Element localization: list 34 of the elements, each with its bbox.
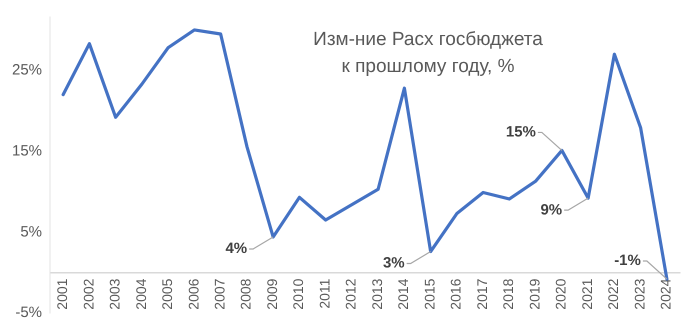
data-label: 4% <box>225 240 248 258</box>
x-tick-label: 2023 <box>631 278 648 310</box>
data-label: -1% <box>614 252 641 270</box>
x-tick-label: 2003 <box>106 278 123 310</box>
x-tick-label: 2021 <box>578 278 595 310</box>
x-tick-label: 2015 <box>421 278 438 310</box>
y-tick-label: 15% <box>12 142 42 160</box>
x-tick-label: 2004 <box>132 278 149 310</box>
text: Изм-ние Расх госбюджета к прошлому году, % <box>313 29 544 78</box>
x-tick-label: 2018 <box>500 278 516 310</box>
x-tick-label: 2002 <box>80 278 96 310</box>
y-tick-label: -5% <box>15 304 42 322</box>
x-tick-label: 2013 <box>368 278 385 310</box>
x-tick-label: 2007 <box>212 278 228 310</box>
y-tick-label: 25% <box>12 62 42 79</box>
x-tick-label: 2010 <box>290 278 306 310</box>
data-label: 15% <box>506 124 536 141</box>
x-tick-label: 2020 <box>552 278 569 310</box>
x-tick-label: 2012 <box>342 278 359 310</box>
x-tick-label: 2008 <box>238 278 254 310</box>
x-tick-label: 2011 <box>316 278 332 309</box>
x-tick-label: 2001 <box>54 278 70 310</box>
x-tick-label: 2005 <box>159 278 175 310</box>
x-tick-label: 2006 <box>185 278 202 310</box>
x-tick-label: 2022 <box>605 278 622 310</box>
data-label: 3% <box>382 254 405 272</box>
x-tick-label: 2024 <box>658 278 674 310</box>
x-tick-label: 2009 <box>264 278 280 310</box>
x-tick-label: 2014 <box>395 278 412 310</box>
x-tick-label: 2019 <box>526 278 542 310</box>
x-tick-label: 2017 <box>474 278 490 310</box>
y-tick-label: 5% <box>20 223 42 240</box>
x-tick-label: 2016 <box>448 278 464 310</box>
data-label: 9% <box>540 201 562 218</box>
